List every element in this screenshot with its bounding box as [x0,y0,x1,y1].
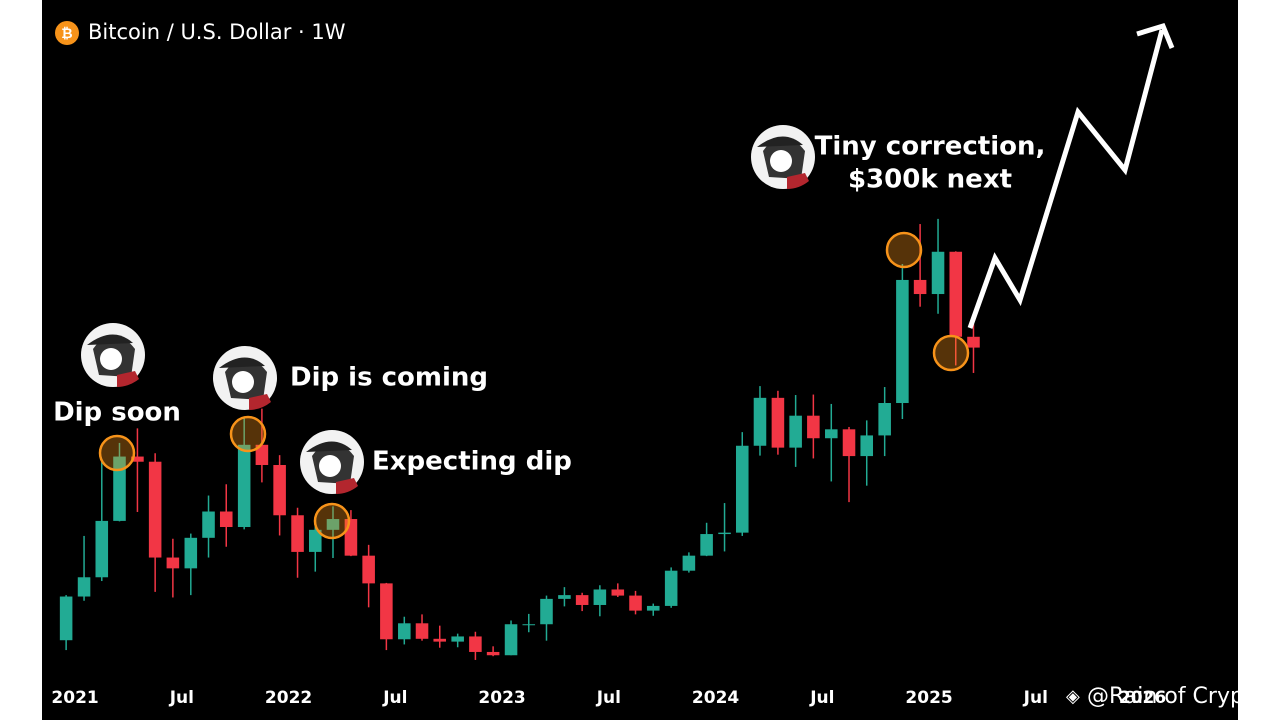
avatar-shirt [117,371,139,387]
candle-body [291,515,304,552]
candle-body [575,595,589,605]
x-tick-label: 2026 [1119,688,1166,708]
candle-body [789,415,802,448]
candle-body [558,595,571,599]
candle-body [95,520,109,578]
annotation: $300k next [848,165,1012,195]
x-tick-label: 2024 [692,688,739,708]
candle-body [202,511,215,538]
candle-body [415,623,429,639]
candle-body [842,429,856,457]
candle-body [878,403,891,436]
x-tick-label: 2022 [265,688,312,708]
candle-body [949,251,963,337]
avatar-cap [87,334,133,345]
candle-body [273,465,286,516]
avatar-face [100,348,122,370]
bitcoin-icon [55,21,79,45]
x-tick-label: Jul [1023,688,1048,708]
candle-body [308,529,322,552]
candle-body [148,461,162,558]
candle-body [931,251,945,295]
bitcoin-symbol: ₿ [61,26,72,42]
avatar-cap [219,357,265,368]
avatar-face [319,455,341,477]
candle-body [753,397,767,446]
candle-body [896,279,909,404]
x-tick-label: Jul [169,688,194,708]
candle-body [629,595,642,611]
candle-body [398,623,411,640]
candle-body [522,624,536,626]
candle-body [664,570,678,606]
candle-body [735,445,749,533]
annotation: Dip is coming [290,363,488,393]
candle-body [611,589,625,596]
forecast-arrow [967,29,1165,329]
candle-body [593,589,607,605]
candle-body [77,577,91,597]
highlight-circle [885,231,923,269]
candle-body [255,444,269,466]
x-tick-label: Jul [809,688,834,708]
candle-body [486,651,500,656]
candle-body [718,532,731,535]
candle-body [825,429,838,439]
annotation: Expecting dip [372,447,572,477]
candle-body [540,598,553,625]
candle-body [219,511,233,528]
candle-body [967,336,980,348]
highlight-circle [313,502,351,540]
annotation: Dip soon [53,398,181,428]
annotations [81,22,1175,540]
chart-title: Bitcoin / U.S. Dollar · 1W [88,20,346,44]
highlight-circle [229,415,267,453]
candle-body [860,435,874,457]
candle-body [682,555,696,571]
candle-body [326,519,340,530]
x-tick-label: 2025 [905,688,952,708]
candle-body [807,415,820,439]
candle-body [362,555,375,584]
avatar-shirt [787,173,809,189]
candle-body [913,279,927,295]
watermark: @Rain of Crypto [1087,684,1266,709]
annotation: Tiny correction, [815,132,1046,162]
candle-body [433,638,447,642]
avatar-cap [306,441,352,452]
x-tick-label: 2021 [51,688,98,708]
candle-body [504,624,518,656]
candle-body [771,397,785,448]
binance-logo: ◈ [1066,686,1080,707]
x-tick-label: Jul [382,688,407,708]
avatar-face [232,371,254,393]
candle-body [166,557,180,569]
plot [59,218,1144,692]
candle-body [469,636,482,652]
candle-body [237,444,251,528]
candle-body [700,534,713,556]
avatar-face [770,150,792,172]
candle-body [113,456,126,521]
arrow-head [1136,22,1175,49]
x-tick-label: 2023 [478,688,525,708]
highlight-circle [932,334,970,372]
x-tick-label: Jul [596,688,621,708]
candle-body [451,636,464,642]
candle-body [380,583,393,640]
avatar-shirt [249,394,271,410]
candle-body [646,605,660,611]
candle-body [184,537,198,569]
avatar-shirt [336,478,358,494]
candle-body [59,596,73,641]
candle-body [131,456,144,462]
highlight-circle [98,434,136,472]
avatar-cap [757,136,803,147]
